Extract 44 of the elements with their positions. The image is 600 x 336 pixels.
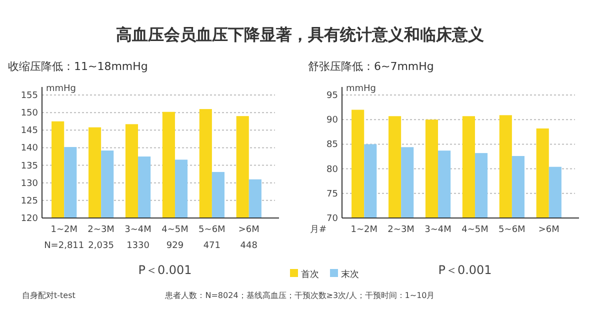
x-tick-label: 2~3M [88,225,114,235]
x-tick-label: 3~4M [124,225,152,235]
text: 448 [240,241,258,251]
y-tick-label: 80 [326,164,338,175]
y-tick-label: 130 [20,178,38,189]
y-axis-title: mmHg [346,84,376,94]
y-tick-label: 135 [20,161,38,172]
y-tick-label: 85 [326,140,338,150]
x-tick-label: 5~6M [198,225,226,235]
y-tick-label: 155 [20,91,38,101]
chart-subtitle: 收缩压降低：11~18mmHg [8,60,148,73]
x-axis-title: 月# [310,225,327,235]
y-tick-label: 150 [20,108,38,119]
text: 471 [203,241,221,251]
y-axis-title: mmHg [46,84,76,94]
chart-subtitle: 舒张压降低：6~7mmHg [308,60,434,73]
text: P＜0.001 [438,263,492,277]
y-tick-label: 125 [20,196,38,206]
legend-label: 首次 [301,269,319,280]
y-tick-label: 95 [326,91,338,101]
y-tick-label: 90 [326,116,338,126]
x-tick-label: 3~4M [424,225,452,235]
text: P＜0.001 [138,263,192,277]
x-tick-label: >6M [538,225,560,235]
x-tick-label: 4~5M [462,225,488,235]
y-tick-label: 140 [20,144,38,154]
x-tick-label: 5~6M [498,225,526,235]
chart-title: 高血压会员血压下降显著，具有统计意义和临床意义 [116,25,484,44]
x-tick-label: 1~2M [350,225,378,235]
y-tick-label: 70 [326,214,338,224]
legend-label: 末次 [341,269,359,280]
text: N=2,811 [44,241,84,251]
y-tick-label: 145 [20,126,38,136]
text: 自身配对t-test [22,291,76,300]
x-tick-label: 4~5M [162,225,188,235]
text: 患者人数：N=8024；基线高血压；干预次数≥3次/人；干预时间：1~10月 [164,291,435,300]
x-tick-label: 2~3M [388,225,414,235]
x-tick-label: 1~2M [50,225,78,235]
text: 1330 [126,241,150,251]
y-tick-label: 120 [20,214,38,224]
x-tick-label: >6M [238,225,260,235]
y-tick-label: 75 [326,189,338,200]
text: 929 [166,241,184,251]
text: 2,035 [88,241,114,251]
